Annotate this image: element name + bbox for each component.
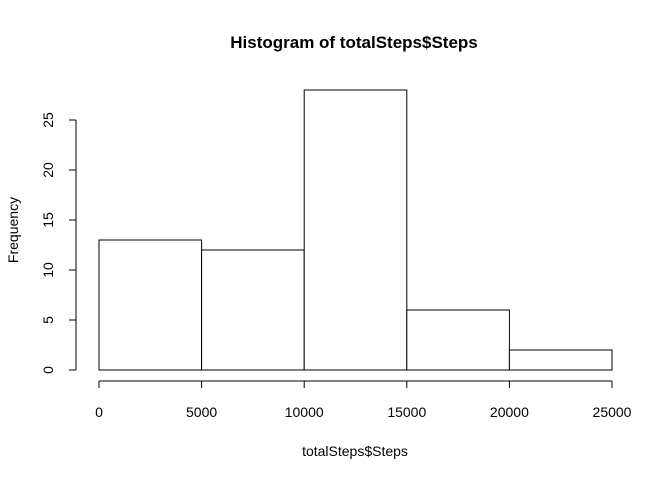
y-tick-label-0: 0 <box>40 366 56 374</box>
bars-group <box>98 89 613 371</box>
x-tick-label-4: 20000 <box>490 404 529 420</box>
x-tick-label-1: 5000 <box>186 404 217 420</box>
chart-title: Histogram of totalSteps$Steps <box>230 33 478 52</box>
x-axis-label: totalSteps$Steps <box>302 443 408 459</box>
y-tick-label-5: 25 <box>40 112 56 128</box>
x-tick-label-5: 25000 <box>593 404 632 420</box>
x-tick-label-0: 0 <box>95 404 103 420</box>
x-tick-label-3: 15000 <box>387 404 426 420</box>
x-tick-label-2: 10000 <box>285 404 324 420</box>
histogram-bar-0 <box>98 239 203 371</box>
x-axis: 0 5000 10000 15000 20000 25000 <box>95 380 632 420</box>
y-axis: 0 5 10 15 20 25 <box>40 112 77 374</box>
y-tick-label-2: 10 <box>40 262 56 278</box>
y-tick-label-1: 5 <box>40 316 56 324</box>
y-tick-label-4: 20 <box>40 162 56 178</box>
histogram-bar-1 <box>201 249 305 371</box>
histogram-bar-2 <box>303 89 408 371</box>
histogram-bar-4 <box>508 349 613 371</box>
histogram-bar-3 <box>406 309 510 371</box>
y-tick-label-3: 15 <box>40 212 56 228</box>
y-axis-label: Frequency <box>5 197 21 263</box>
